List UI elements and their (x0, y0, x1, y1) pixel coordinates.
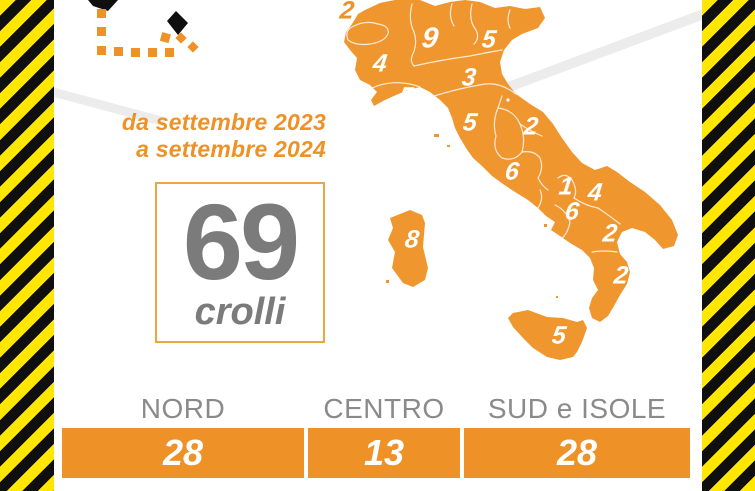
totals-bar: NORD 28 CENTRO 13 SUD e ISOLE 28 (62, 392, 690, 478)
san-marino-dot (506, 98, 510, 102)
totals-value-nord: 28 (62, 428, 304, 478)
sardegna-shape (388, 210, 428, 287)
stromboli-island (556, 296, 558, 298)
totals-label-centro: CENTRO (323, 393, 445, 424)
totals-group-centro: CENTRO 13 (308, 392, 460, 478)
italy-mainland-shape (344, 0, 678, 322)
total-count: 69 (182, 181, 300, 302)
totals-label-sud-isole: SUD e ISOLE (487, 393, 667, 424)
debris-shard-icon (88, 0, 118, 11)
period-text: da settembre 2023 a settembre 2024 (90, 109, 326, 163)
totals-group-sud-isole: SUD e ISOLE 28 (464, 392, 690, 478)
period-line-1: da settembre 2023 (121, 109, 326, 135)
totals-label-nord: NORD (140, 393, 226, 424)
region-borders (346, 3, 621, 253)
elba-island (434, 134, 439, 137)
giglio-island (447, 145, 450, 147)
totals-group-nord: NORD 28 (62, 392, 304, 478)
dashed-wall-icon (97, 9, 199, 57)
ischia-island (544, 224, 547, 227)
sicilia-shape (508, 310, 587, 360)
collapse-icon (88, 0, 199, 57)
hazard-stripe-left (0, 0, 54, 491)
hazard-stripe-right (702, 0, 755, 491)
italy-map (344, 0, 678, 360)
santantioco-island (386, 280, 389, 283)
total-label: crolli (194, 291, 286, 333)
period-line-2: a settembre 2024 (136, 136, 326, 162)
total-box: 69 crolli (155, 182, 325, 343)
falling-block-icon (167, 11, 188, 35)
totals-value-sud-isole: 28 (464, 428, 690, 478)
totals-value-centro: 13 (308, 428, 460, 478)
